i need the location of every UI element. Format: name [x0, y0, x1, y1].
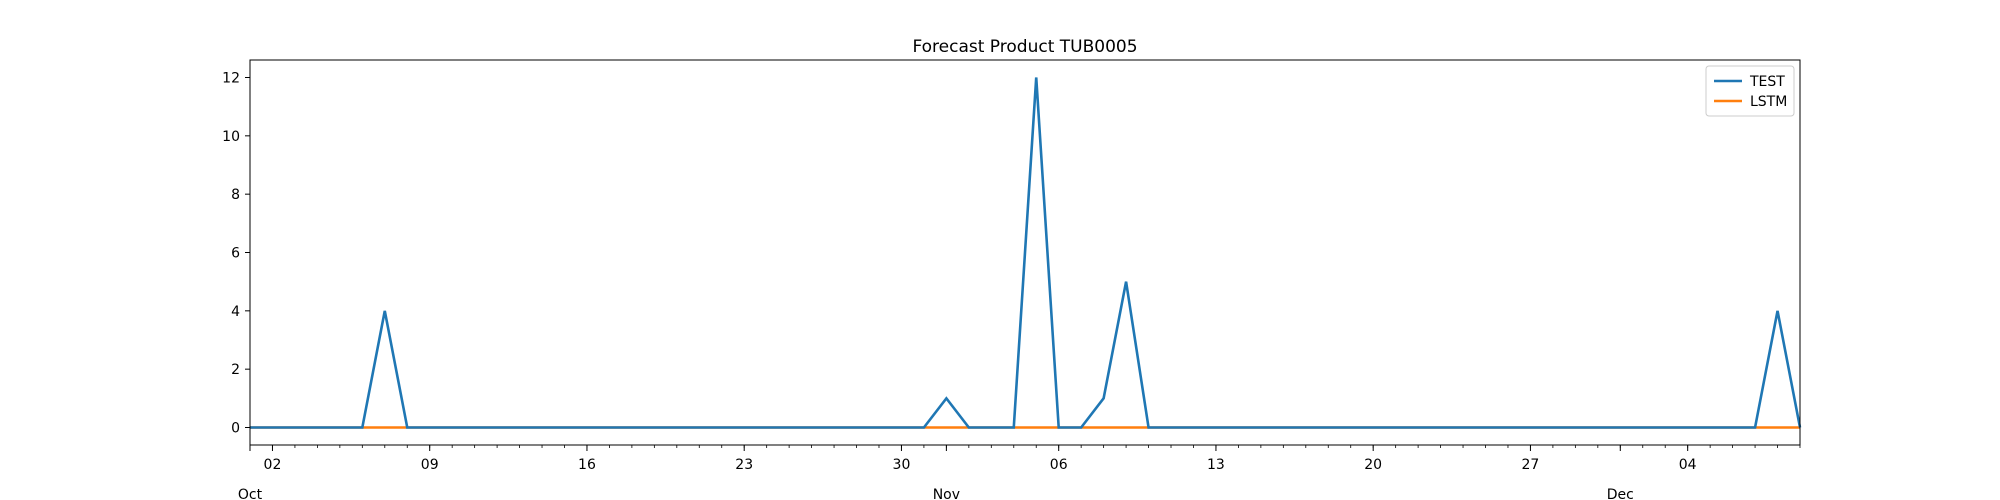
x-tick-label: 23	[735, 457, 753, 473]
legend: TEST LSTM	[1705, 65, 1795, 117]
series-line-test	[250, 77, 1802, 429]
y-tick-label: 6	[231, 246, 240, 262]
chart-title: Forecast Product TUB0005	[912, 37, 1137, 57]
x-tick-label: 02	[264, 457, 282, 473]
x-axis: 02 09 16 23 30 06 13 20 27 04 Oct Nov Dec	[238, 445, 1801, 500]
x-month-label: Oct	[238, 487, 263, 500]
y-tick-label: 10	[222, 129, 240, 145]
y-tick-label: 12	[222, 71, 240, 87]
x-month-label: Dec	[1607, 487, 1634, 500]
x-tick-label: 20	[1364, 457, 1382, 473]
y-tick-label: 0	[231, 421, 240, 437]
legend-label-test: TEST	[1749, 74, 1785, 90]
x-month-label: Nov	[933, 487, 960, 500]
x-tick-label: 30	[893, 457, 911, 473]
plot-area	[250, 77, 1802, 429]
plot-frame	[249, 59, 1801, 446]
x-tick-label: 27	[1522, 457, 1540, 473]
legend-label-lstm: LSTM	[1750, 94, 1787, 110]
y-axis: 0 2 4 6 8 10 12	[222, 71, 250, 437]
x-tick-label: 06	[1050, 457, 1068, 473]
x-tick-label: 16	[578, 457, 596, 473]
x-tick-label: 04	[1679, 457, 1697, 473]
y-tick-label: 8	[231, 187, 240, 203]
y-tick-label: 2	[231, 362, 240, 378]
legend-box	[1705, 65, 1795, 117]
x-tick-label: 09	[421, 457, 439, 473]
y-tick-label: 4	[231, 304, 240, 320]
x-tick-label: 13	[1207, 457, 1225, 473]
